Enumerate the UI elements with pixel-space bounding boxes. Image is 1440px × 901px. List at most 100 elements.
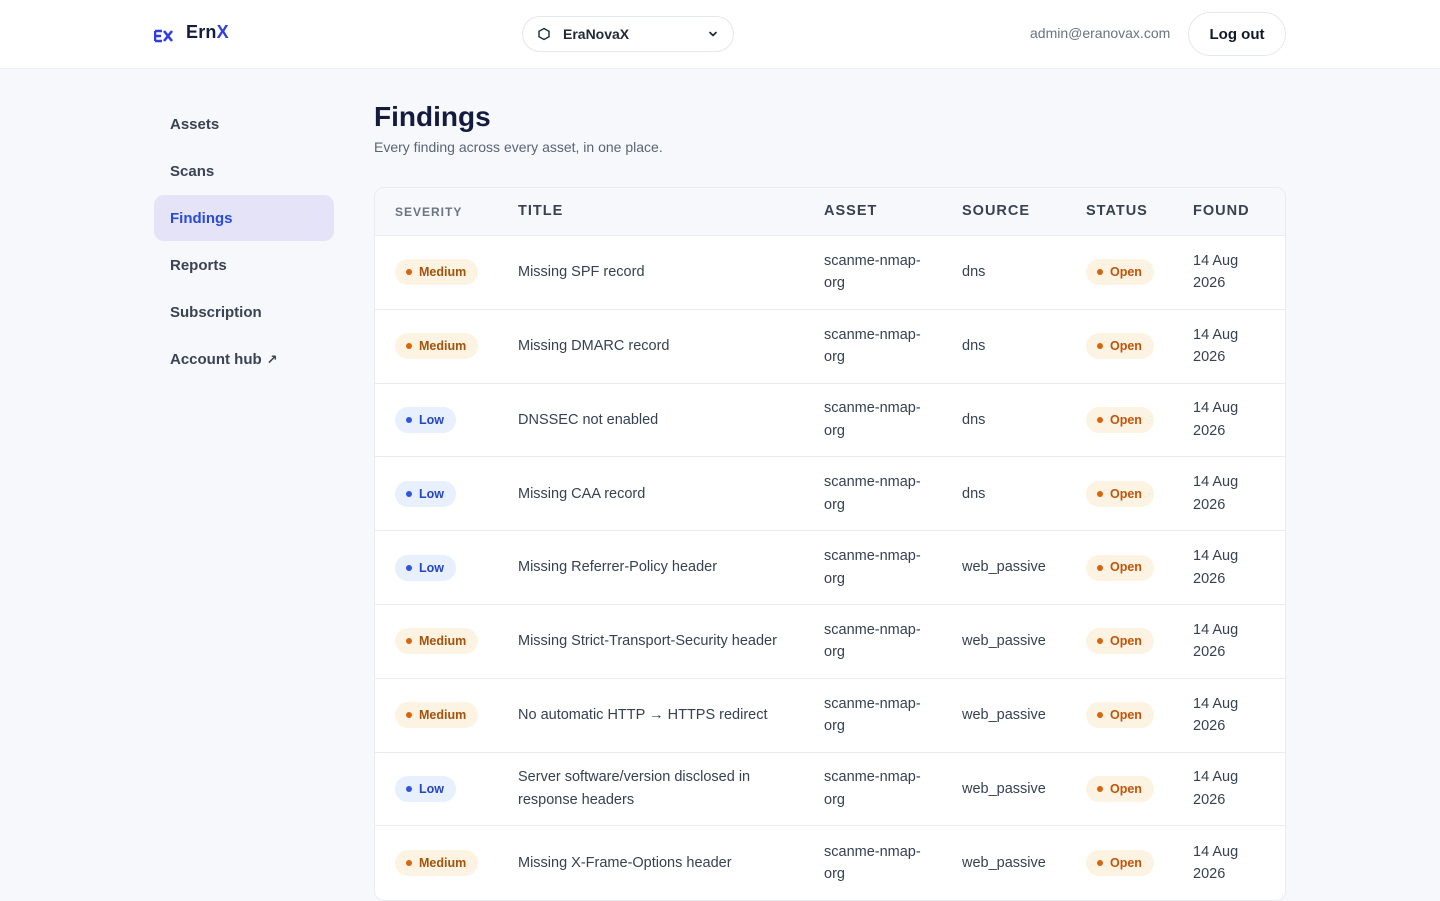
asset-name[interactable]: scanme-nmap-org — [824, 695, 921, 735]
status-cell: Open — [1086, 406, 1154, 433]
asset-name[interactable]: scanme-nmap-org — [824, 252, 921, 292]
finding-title[interactable]: Server software/version disclosed in res… — [518, 769, 751, 808]
asset-name[interactable]: scanme-nmap-org — [824, 621, 921, 661]
severity-label: Low — [419, 781, 444, 796]
finding-title[interactable]: Missing Referrer-Policy header — [518, 559, 718, 576]
asset-name[interactable]: scanme-nmap-org — [824, 326, 921, 366]
status-label: Open — [1110, 265, 1142, 280]
organization-select[interactable]: EraNovaX — [522, 16, 734, 52]
asset-name[interactable]: scanme-nmap-org — [824, 400, 921, 439]
source-name: web_passive — [962, 780, 1046, 797]
finding-title[interactable]: Missing CAA record — [518, 485, 646, 502]
severity-label: Medium — [419, 708, 467, 723]
status-dot-icon — [1097, 269, 1103, 276]
severity-dot-icon — [406, 343, 412, 350]
column-header-status[interactable]: STATUS — [1086, 203, 1148, 220]
asset-name[interactable]: scanme-nmap-org — [824, 548, 921, 587]
severity-dot-icon — [406, 638, 412, 645]
finding-title[interactable]: Missing Strict-Transport-Security header — [518, 633, 777, 650]
sidebar-item-label: Account hub — [170, 351, 262, 369]
finding-title[interactable]: Missing SPF record — [518, 264, 645, 281]
severity-badge: Low — [395, 554, 456, 581]
found-date: 14 Aug 2026 — [1193, 769, 1239, 808]
status-label: Open — [1110, 781, 1142, 796]
severity-badge: Medium — [395, 628, 479, 655]
status-dot-icon — [1097, 564, 1103, 571]
sidebar-item-subscription[interactable]: Subscription — [154, 290, 334, 336]
column-header-found[interactable]: FOUND — [1193, 203, 1250, 220]
found-date: 14 Aug 2026 — [1193, 548, 1239, 587]
status-badge: Open — [1086, 259, 1154, 286]
status-cell: Open — [1086, 702, 1154, 729]
sidebar-item-scans[interactable]: Scans — [154, 148, 334, 194]
source-name: web_passive — [962, 706, 1046, 723]
found-date: 14 Aug 2026 — [1193, 621, 1239, 661]
found-date: 14 Aug 2026 — [1193, 252, 1239, 292]
table-row[interactable]: Low Missing Referrer-Policy header scanme-… — [375, 531, 1285, 605]
column-header-source[interactable]: SOURCE — [962, 203, 1031, 220]
external-arrow-icon: ↗ — [266, 351, 278, 367]
logout-button[interactable]: Log out — [1188, 12, 1286, 56]
sidebar-item-label: Subscription — [170, 304, 262, 322]
finding-title[interactable]: DNSSEC not enabled — [518, 411, 659, 428]
severity-label: Medium — [419, 265, 467, 280]
column-header-asset[interactable]: ASSET — [824, 203, 878, 220]
severity-dot-icon — [406, 712, 412, 719]
page-title: Findings — [374, 101, 491, 132]
table-row[interactable]: Medium Missing DMARC record scanme-nmap-or… — [375, 310, 1285, 384]
table-row[interactable]: Low Missing CAA record scanme-nmap-org dns O… — [375, 457, 1285, 532]
table-row[interactable]: Low Server software/version disclosed in … — [375, 753, 1285, 827]
sidebar-item-label: Findings — [170, 209, 233, 227]
top-bar: ErnX EraNovaX admin@eranovax.com Log out — [0, 0, 1440, 69]
status-label: Open — [1110, 707, 1142, 722]
severity-badge: Medium — [395, 259, 479, 286]
asset-name[interactable]: scanme-nmap-org — [824, 769, 921, 808]
source-name: web_passive — [962, 855, 1046, 872]
status-badge: Open — [1086, 628, 1154, 655]
found-date: 14 Aug 2026 — [1193, 400, 1239, 439]
sidebar-item-account-hub[interactable]: Account hub ↗ — [154, 337, 334, 383]
table-row[interactable]: Medium Missing Strict-Transport-Security … — [375, 605, 1285, 679]
sidebar-item-assets[interactable]: Assets — [154, 101, 334, 147]
status-cell: Open — [1086, 850, 1154, 877]
status-label: Open — [1110, 634, 1142, 649]
status-cell: Open — [1086, 480, 1154, 507]
found-date: 14 Aug 2026 — [1193, 326, 1239, 366]
brand-logo[interactable]: ErnX — [154, 22, 229, 43]
status-dot-icon — [1097, 638, 1103, 645]
sidebar-item-label: Assets — [170, 115, 220, 133]
main-content: Findings Every finding across every asse… — [374, 99, 1286, 901]
sidebar-item-reports[interactable]: Reports — [154, 243, 334, 289]
asset-name[interactable]: scanme-nmap-org — [824, 843, 921, 883]
sidebar-item-label: Scans — [170, 162, 215, 180]
finding-title[interactable]: Missing X-Frame-Options header — [518, 855, 732, 872]
severity-dot-icon — [406, 564, 412, 571]
user-email: admin@eranovax.com — [1030, 25, 1171, 41]
sidebar-item-label: Reports — [170, 257, 227, 275]
table-body: Medium Missing SPF record scanme-nmap-org d… — [375, 236, 1285, 900]
column-header-title[interactable]: TITLE — [518, 203, 564, 220]
column-header-severity[interactable]: SEVERITY — [395, 204, 463, 219]
source-name: dns — [962, 264, 986, 281]
finding-title[interactable]: No automatic HTTP → HTTPS redirect — [518, 706, 768, 723]
status-label: Open — [1110, 412, 1142, 427]
source-name: web_passive — [962, 559, 1046, 576]
found-date: 14 Aug 2026 — [1193, 695, 1239, 735]
sidebar: Assets Scans Findings Reports Subscripti… — [154, 101, 334, 384]
finding-title[interactable]: Missing DMARC record — [518, 337, 670, 354]
severity-label: Medium — [419, 634, 467, 649]
asset-name[interactable]: scanme-nmap-org — [824, 474, 921, 513]
page-subtitle: Every finding across every asset, in one… — [374, 139, 663, 155]
severity-dot-icon — [406, 860, 412, 867]
severity-badge: Medium — [395, 702, 479, 729]
status-badge: Open — [1086, 850, 1154, 877]
table-row[interactable]: Medium Missing SPF record scanme-nmap-org d… — [375, 236, 1285, 310]
severity-label: Low — [419, 560, 444, 575]
table-row[interactable]: Medium Missing X-Frame-Options header scan… — [375, 826, 1285, 900]
table-row[interactable]: Low DNSSEC not enabled scanme-nmap-org dns O… — [375, 384, 1285, 458]
status-cell: Open — [1086, 259, 1154, 286]
sidebar-item-findings[interactable]: Findings — [154, 195, 334, 242]
source-name: dns — [962, 411, 986, 428]
findings-table: SEVERITY TITLE ASSET SOURCE STATUS FOUND… — [374, 187, 1286, 901]
table-row[interactable]: Medium No automatic HTTP → HTTPS redirect… — [375, 679, 1285, 753]
